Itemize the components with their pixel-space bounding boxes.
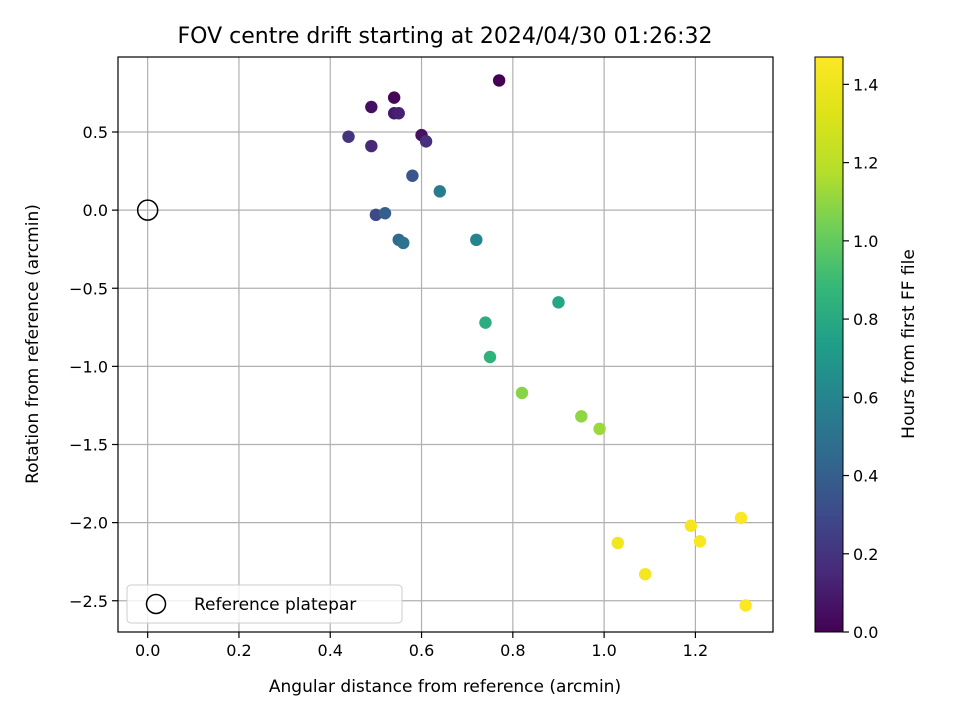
data-point bbox=[492, 74, 506, 87]
colorbar-ticks: 0.0 0.2 0.4 0.6 0.8 1.0 1.2 1.4 bbox=[843, 75, 878, 642]
y-tick-label: 0.0 bbox=[83, 201, 108, 220]
x-tick-label: 0.2 bbox=[226, 641, 251, 660]
x-tick-label: 0.4 bbox=[318, 641, 343, 660]
legend: Reference platepar bbox=[126, 584, 403, 624]
data-point bbox=[419, 135, 433, 148]
data-point bbox=[611, 536, 625, 550]
data-point bbox=[387, 91, 401, 104]
y-axis-ticks: 0.5 0.0 −0.5 −1.0 −1.5 −2.0 −2.5 bbox=[69, 123, 118, 611]
colorbar-label: Hours from first FF file bbox=[899, 249, 919, 439]
data-point bbox=[397, 236, 410, 250]
y-tick-label: −1.5 bbox=[69, 436, 108, 455]
data-point bbox=[552, 296, 565, 309]
data-point bbox=[515, 386, 529, 400]
data-point bbox=[406, 169, 419, 182]
x-axis-label: Angular distance from reference (arcmin) bbox=[269, 677, 621, 697]
y-axis-label: Rotation from reference (arcmin) bbox=[23, 204, 43, 484]
data-point bbox=[593, 422, 606, 436]
legend-label: Reference platepar bbox=[194, 595, 356, 615]
colorbar-tick-label: 0.4 bbox=[853, 467, 878, 486]
colorbar-tick-label: 0.6 bbox=[853, 388, 878, 407]
y-tick-label: 0.5 bbox=[83, 123, 108, 142]
chart-title: FOV centre drift starting at 2024/04/30 … bbox=[178, 24, 713, 49]
x-tick-label: 0.6 bbox=[409, 641, 434, 660]
data-point bbox=[684, 519, 698, 532]
x-tick-label: 0.0 bbox=[135, 641, 160, 660]
y-tick-label: −1.0 bbox=[69, 357, 108, 376]
data-points bbox=[342, 74, 752, 612]
y-tick-label: −2.5 bbox=[69, 592, 108, 611]
data-point bbox=[433, 185, 446, 198]
colorbar-tick-label: 0.8 bbox=[853, 310, 878, 329]
legend-marker bbox=[145, 593, 167, 615]
legend-box bbox=[126, 584, 403, 624]
x-tick-label: 0.8 bbox=[500, 641, 525, 660]
data-point bbox=[392, 107, 405, 120]
colorbar-tick-label: 1.4 bbox=[853, 75, 878, 94]
colorbar-tick-label: 0.2 bbox=[853, 545, 878, 564]
data-point bbox=[365, 100, 378, 114]
grid-lines bbox=[118, 57, 773, 632]
colorbar-tick-label: 1.0 bbox=[853, 232, 878, 251]
colorbar: 0.0 0.2 0.4 0.6 0.8 1.0 1.2 1.4 Hours from firs… bbox=[814, 56, 919, 642]
data-point bbox=[734, 511, 748, 525]
colorbar-gradient bbox=[814, 56, 844, 633]
data-point bbox=[638, 567, 652, 581]
data-point bbox=[365, 139, 378, 153]
data-point bbox=[479, 316, 492, 329]
data-point bbox=[693, 535, 707, 548]
x-tick-label: 1.2 bbox=[683, 641, 708, 660]
data-point bbox=[575, 410, 588, 423]
reference-marker bbox=[136, 199, 159, 221]
data-point bbox=[470, 233, 483, 247]
x-tick-label: 1.0 bbox=[591, 641, 616, 660]
data-point bbox=[483, 350, 497, 364]
data-point bbox=[739, 599, 752, 612]
data-point bbox=[342, 130, 355, 143]
x-axis-ticks: 0.0 0.2 0.4 0.6 0.8 1.0 1.2 bbox=[135, 632, 708, 660]
reference-group bbox=[136, 199, 159, 221]
y-tick-label: −2.0 bbox=[69, 514, 108, 533]
data-point bbox=[378, 207, 392, 220]
colorbar-tick-label: 0.0 bbox=[853, 623, 878, 642]
colorbar-tick-label: 1.2 bbox=[853, 154, 878, 173]
plot-frame bbox=[117, 56, 774, 633]
data-point bbox=[369, 208, 383, 222]
y-tick-label: −0.5 bbox=[69, 279, 108, 298]
